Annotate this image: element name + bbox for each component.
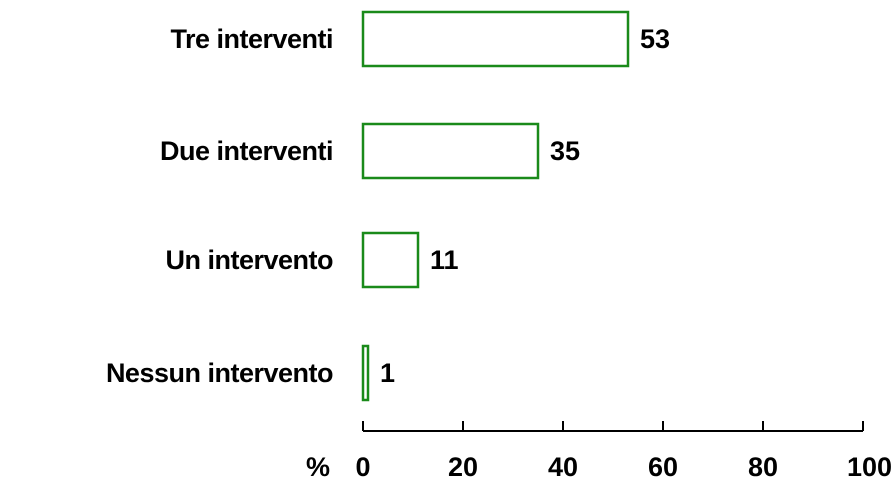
- bar-3: [361, 231, 420, 289]
- value-label-3: 11: [430, 245, 459, 275]
- x-tick-label-0: 0: [355, 452, 370, 482]
- value-label-2: 35: [550, 136, 580, 166]
- x-tick-label-80: 80: [748, 452, 778, 482]
- category-label-4: Nessun intervento: [106, 358, 333, 388]
- x-tick-label-60: 60: [648, 452, 678, 482]
- bar-2: [361, 122, 540, 180]
- bar-1: [361, 10, 630, 68]
- x-axis: 0 20 40 60 80 100: [355, 421, 892, 482]
- x-axis-unit-label: %: [306, 452, 330, 482]
- category-label-1: Tre interventi: [170, 24, 333, 54]
- bar-4: [361, 344, 370, 402]
- x-tick-label-40: 40: [548, 452, 578, 482]
- category-labels-group: Tre interventi Due interventi Un intervent…: [106, 24, 334, 388]
- value-label-1: 53: [640, 24, 670, 54]
- x-tick-label-20: 20: [448, 452, 478, 482]
- x-tick-label-100: 100: [847, 452, 892, 482]
- category-label-2: Due interventi: [160, 136, 333, 166]
- value-label-4: 1: [380, 358, 395, 388]
- category-label-3: Un intervento: [165, 245, 333, 275]
- bars-group: [361, 10, 630, 402]
